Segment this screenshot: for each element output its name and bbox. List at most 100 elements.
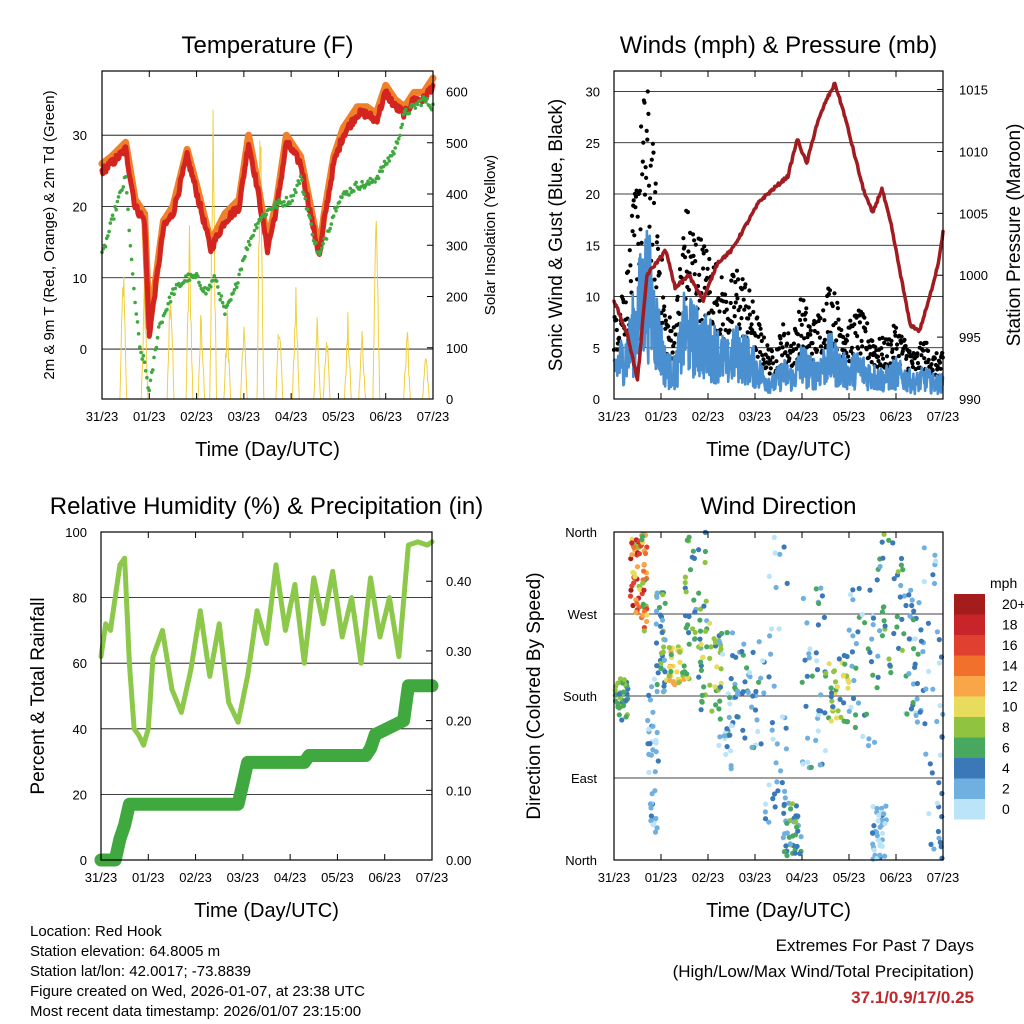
dewpoint-point: [148, 378, 153, 383]
wind-direction-point: [853, 641, 860, 647]
dewpoint-point: [132, 286, 136, 291]
gust-point: [810, 341, 815, 346]
temp-xtick-label: 04/23: [275, 409, 308, 424]
wind-direction-point: [766, 573, 773, 580]
gust-point: [761, 335, 767, 340]
wind-direction-point: [740, 727, 746, 733]
gust-point: [749, 322, 754, 327]
wind-direction-point: [835, 708, 841, 714]
dewpoint-point: [376, 176, 381, 181]
wind-direction-point: [877, 840, 883, 846]
rh-ytick-label: 60: [73, 656, 87, 671]
gust-point: [729, 278, 734, 283]
wind-direction-point: [918, 638, 925, 644]
wind-direction-point: [931, 580, 938, 587]
rh-xtick-label: 02/23: [179, 870, 212, 885]
solar-insolation-line: [209, 109, 217, 400]
wind-right-tick-label: 990: [959, 392, 981, 407]
wind-direction-point: [726, 714, 732, 721]
wind-direction-point: [771, 791, 778, 797]
wind-direction-point: [656, 604, 663, 611]
gust-point: [899, 334, 904, 339]
wind-direction-point: [782, 788, 788, 795]
gust-point: [853, 330, 858, 336]
wind-direction-point: [829, 690, 835, 696]
gust-point: [902, 337, 907, 342]
wind-direction-point: [749, 704, 755, 710]
wind-direction-point: [907, 613, 913, 619]
dewpoint-point: [401, 112, 406, 117]
dewpoint-point: [187, 278, 192, 282]
solar-insolation-line: [322, 342, 331, 400]
gust-point: [655, 246, 661, 251]
wind-direction-point: [806, 651, 812, 657]
wind-direction-point: [727, 701, 733, 707]
wind-direction-point: [829, 698, 835, 704]
wind-direction-point: [775, 788, 781, 794]
gust-point: [768, 366, 773, 371]
wind-ytick-label: 25: [586, 136, 600, 151]
wind-direction-point: [761, 690, 767, 696]
wind-direction-point: [923, 686, 929, 692]
wind-direction-point: [778, 768, 784, 774]
wind-direction-point: [822, 748, 829, 754]
dewpoint-point: [317, 252, 322, 257]
wind-direction-point: [863, 711, 870, 717]
dewpoint-point: [308, 216, 312, 220]
wind-direction-point: [654, 825, 660, 831]
dewpoint-point: [321, 241, 325, 246]
wind-direction-point: [888, 670, 894, 676]
wind-ytick-label: 0: [593, 392, 600, 407]
gust-point: [746, 316, 751, 321]
wind-direction-point: [716, 706, 722, 712]
wind-direction-point: [697, 636, 703, 642]
gust-point: [830, 303, 835, 309]
wind-direction-point: [822, 710, 828, 716]
wind-direction-point: [723, 751, 729, 758]
wind-direction-point: [661, 688, 667, 694]
gust-point: [705, 275, 710, 280]
gust-point: [711, 310, 716, 315]
wind-direction-point: [921, 579, 927, 585]
wind-direction-point: [851, 677, 857, 684]
wind-series-group: [611, 81, 945, 396]
gust-point: [862, 315, 867, 320]
dir-xtick-label: 01/23: [645, 870, 678, 885]
wind-direction-point: [676, 680, 682, 686]
gust-point: [644, 128, 649, 133]
wind-direction-point: [684, 675, 690, 681]
gust-point: [700, 247, 705, 252]
wind-direction-point: [687, 567, 694, 573]
wind-direction-point: [666, 645, 673, 651]
gust-point: [814, 348, 820, 353]
wind-direction-point: [804, 673, 810, 679]
wind-direction-point: [939, 790, 945, 797]
wind-direction-point: [813, 650, 819, 656]
wind-direction-point: [931, 846, 937, 852]
wind-direction-point: [692, 609, 698, 615]
gust-point: [859, 338, 864, 344]
extremes-subtitle: (High/Low/Max Wind/Total Precipitation): [672, 962, 974, 981]
wind-direction-point: [649, 684, 655, 690]
wind-direction-point: [787, 841, 793, 847]
wind-direction-point: [881, 811, 887, 817]
wind-direction-point: [633, 609, 639, 615]
dewpoint-point: [425, 96, 429, 101]
gust-point: [836, 317, 841, 322]
wind-direction-point: [793, 803, 800, 809]
gust-point: [614, 317, 619, 323]
gust-point: [795, 332, 801, 337]
gust-point: [821, 308, 826, 313]
wind-direction-point: [637, 587, 643, 593]
wind-direction-point: [753, 688, 759, 695]
dewpoint-point: [141, 353, 146, 358]
wind-direction-point: [629, 540, 635, 546]
wind-direction-point: [932, 552, 938, 558]
gust-point: [860, 344, 865, 349]
wind-direction-point: [793, 813, 799, 819]
dewpoint-point: [400, 122, 405, 127]
location-text: Location: Red Hook: [30, 923, 162, 940]
wind-direction-point: [648, 813, 655, 819]
wind-direction-point: [828, 718, 834, 724]
dir-xlabel: Time (Day/UTC): [706, 900, 851, 922]
